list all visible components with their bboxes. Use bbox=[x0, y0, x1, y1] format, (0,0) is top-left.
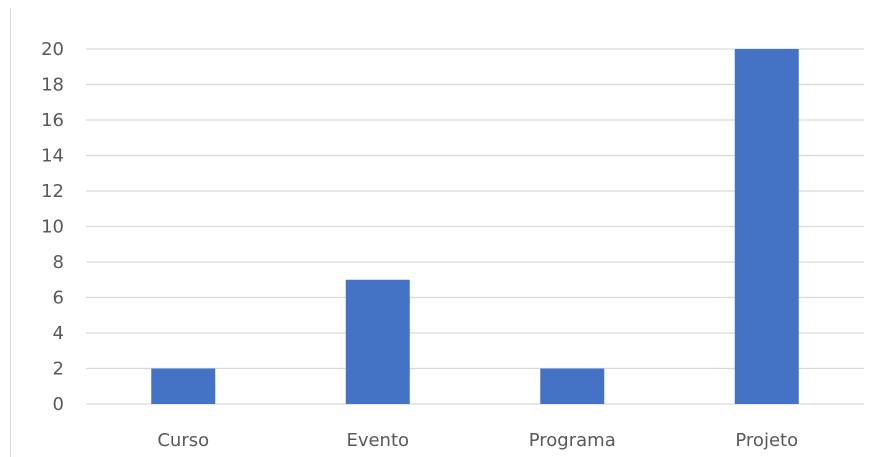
y-tick-label: 18 bbox=[41, 75, 64, 96]
bar-programa bbox=[540, 368, 605, 404]
bar-curso bbox=[151, 368, 216, 404]
y-axis-ticks: 0 2 4 6 8 10 12 14 16 18 20 bbox=[41, 39, 64, 415]
y-tick-label: 16 bbox=[41, 110, 64, 131]
y-tick-label: 6 bbox=[53, 288, 64, 309]
bars bbox=[151, 49, 799, 404]
x-category-label: Curso bbox=[157, 430, 209, 451]
y-tick-label: 0 bbox=[53, 394, 64, 415]
y-tick-label: 10 bbox=[41, 217, 64, 238]
y-tick-label: 2 bbox=[53, 359, 64, 380]
y-tick-label: 4 bbox=[53, 323, 64, 344]
x-axis-categories: Curso Evento Programa Projeto bbox=[157, 430, 798, 451]
gridlines bbox=[86, 48, 864, 405]
y-tick-label: 8 bbox=[53, 252, 64, 273]
chart-frame-border bbox=[10, 8, 11, 457]
y-tick-label: 14 bbox=[41, 146, 64, 167]
x-category-label: Evento bbox=[346, 430, 409, 451]
y-tick-label: 12 bbox=[41, 181, 64, 202]
y-tick-label: 20 bbox=[41, 39, 64, 60]
x-category-label: Programa bbox=[529, 430, 616, 451]
x-category-label: Projeto bbox=[735, 430, 798, 451]
bar-evento bbox=[345, 279, 410, 404]
bar-projeto bbox=[734, 49, 799, 404]
